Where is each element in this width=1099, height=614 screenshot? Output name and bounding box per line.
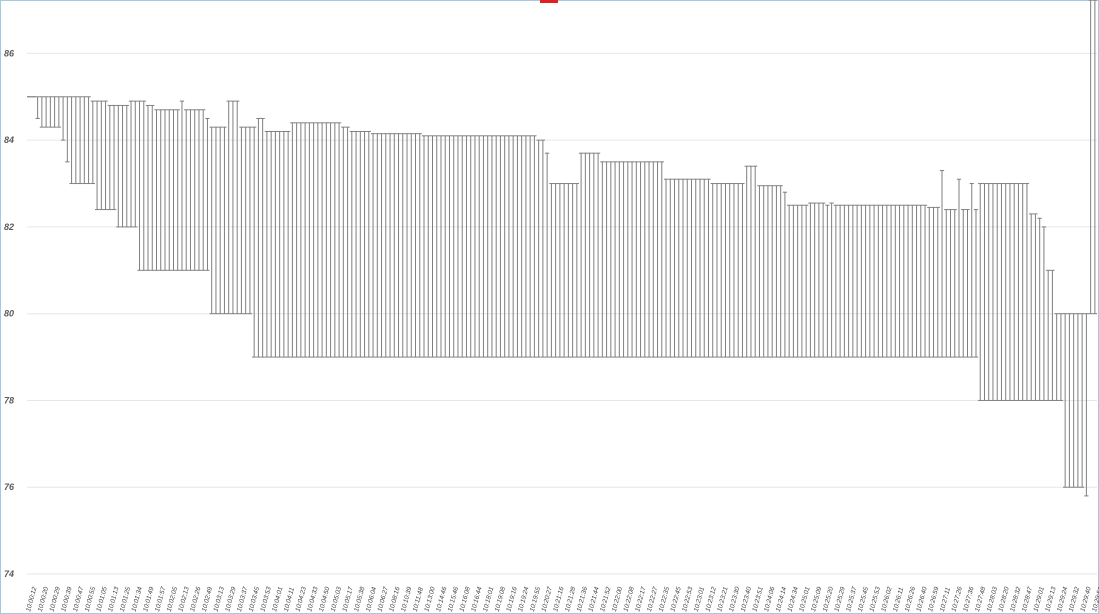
y-tick-label: 76: [4, 482, 15, 492]
y-tick-label: 80: [4, 309, 14, 319]
gridlines: [27, 52, 1097, 575]
bars-group: [27, 0, 1097, 497]
y-tick-label: 74: [4, 569, 14, 579]
y-tick-label: 84: [4, 135, 14, 145]
x-axis-ticks: 10:00:1210:00:2010:00:2910:00:3910:00:47…: [25, 586, 1099, 613]
y-tick-label: 82: [4, 222, 14, 232]
x-tick-label: 10:29:51: [1091, 586, 1099, 613]
title-fragment: [540, 0, 558, 3]
y-tick-label: 78: [4, 395, 14, 405]
y-axis-ticks: 74 76 78 80 82 84 86: [4, 48, 15, 579]
y-tick-label: 86: [4, 48, 15, 58]
